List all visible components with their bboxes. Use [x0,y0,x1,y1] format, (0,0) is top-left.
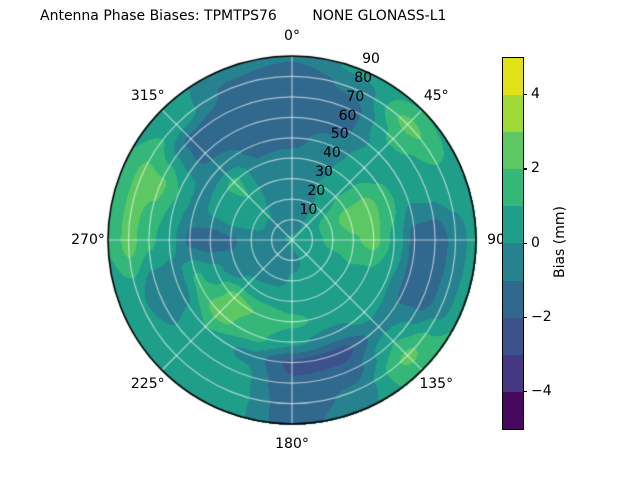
colorbar-band-1 [503,95,523,133]
r-tick-label-50: 50 [330,126,349,143]
colorbar-ticklabel-−4: −4 [531,382,552,399]
colorbar-band-0 [503,58,523,96]
colorbar-tickmark-−2 [523,316,527,319]
theta-tick-label-225: 225° [130,376,165,393]
r-tick-label-80: 80 [354,69,373,86]
colorbar-band-3 [503,169,523,207]
colorbar-ticklabel-−2: −2 [531,308,552,325]
colorbar-band-7 [503,317,523,355]
colorbar-tickmark-0 [523,242,527,244]
colorbar-tickmark-2 [523,168,527,170]
polar-bias-contour [102,50,482,430]
theta-tick-label-270: 270° [71,232,105,248]
theta-tick-label-135: 135° [419,376,454,393]
r-tick-label-10: 10 [299,202,318,219]
theta-tick-label-180: 180° [275,436,309,452]
colorbar-axis-label-wrap: Bias (mm) [546,122,574,362]
r-tick-label-90: 90 [362,50,380,67]
colorbar-band-6 [503,280,523,318]
theta-tick-label-315: 315° [130,87,165,104]
r-tick-label-70: 70 [346,88,365,105]
colorbar-tickmark-4 [523,94,527,96]
r-tick-label-20: 20 [307,183,326,200]
colorbar-ticklabel-2: 2 [531,160,540,177]
colorbar-band-8 [503,354,523,392]
theta-tick-label-0: 0° [284,28,300,44]
r-tick-label-40: 40 [322,145,341,162]
theta-tick-label-45: 45° [423,87,449,104]
colorbar [502,57,524,430]
colorbar-band-2 [503,132,523,170]
colorbar-ticklabel-0: 0 [531,234,540,251]
r-tick-label-30: 30 [315,164,333,181]
r-tick-label-60: 60 [338,107,357,124]
theta-tick-label-90: 90 [487,232,505,248]
colorbar-axis-label: Bias (mm) [552,205,568,279]
colorbar-band-5 [503,243,523,281]
colorbar-band-4 [503,206,523,244]
chart-title: Antenna Phase Biases: TPMTPS76 NONE GLON… [40,8,447,24]
colorbar-band-9 [503,391,523,429]
colorbar-ticklabel-4: 4 [531,86,540,103]
colorbar-tickmark-−4 [523,390,527,393]
